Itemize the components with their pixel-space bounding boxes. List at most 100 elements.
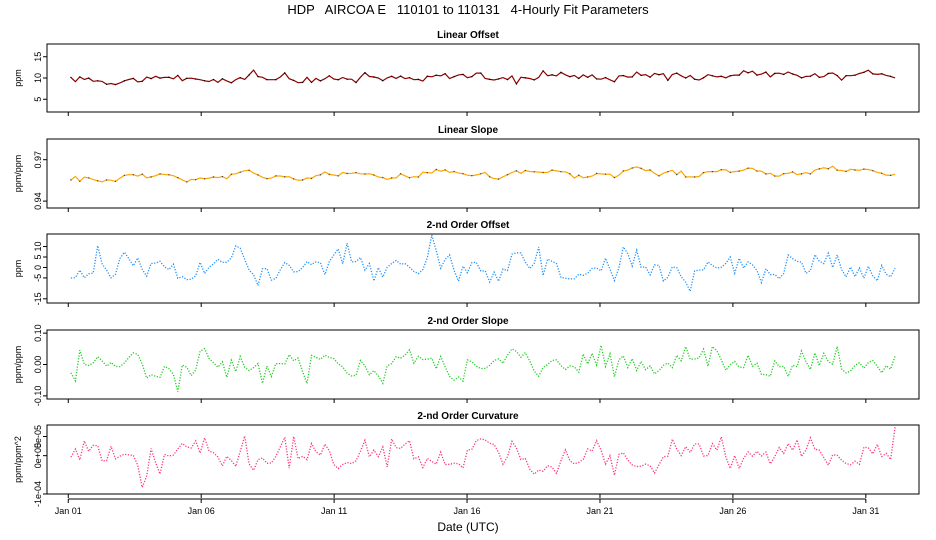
data-point [560, 71, 562, 74]
data-point [221, 78, 224, 80]
data-point [444, 169, 446, 171]
data-point [845, 75, 847, 77]
data-point [818, 76, 821, 79]
data-point [827, 72, 829, 75]
panel-3: 2-nd Order Offset -15 -5 0 5 10 ppm [13, 220, 920, 307]
y-axis-label: ppm/ppm^2 [13, 436, 23, 483]
data-point [408, 177, 411, 179]
data-point [881, 73, 883, 75]
data-point [791, 73, 794, 75]
data-point [88, 77, 90, 79]
data-point [248, 169, 250, 171]
data-point [203, 80, 206, 82]
panel-title: 2-nd Order Slope [427, 316, 509, 327]
panel-title: 2-nd Order Offset [427, 220, 510, 231]
data-point [711, 75, 714, 77]
data-point [889, 174, 892, 177]
data-point [569, 76, 571, 78]
data-point [346, 172, 348, 175]
data-point [221, 175, 224, 178]
data-point [70, 76, 72, 79]
data-point [310, 81, 313, 84]
data-point [177, 176, 179, 179]
data-point [453, 170, 455, 173]
data-point [426, 171, 429, 174]
data-point [533, 79, 535, 81]
data-point [471, 75, 473, 78]
data-point [738, 170, 740, 172]
data-point [774, 175, 776, 177]
data-point [123, 80, 126, 82]
y-tick-label: 0.94 [33, 192, 43, 210]
data-point [586, 176, 589, 178]
data-point [551, 74, 553, 76]
data-point [382, 176, 384, 179]
data-point [194, 178, 197, 181]
data-point [747, 72, 749, 74]
data-point [275, 79, 277, 81]
data-point [640, 167, 642, 170]
y-tick-label: -1e-04 [33, 481, 43, 507]
data-point [194, 78, 197, 80]
y-axis-label: ppm [13, 260, 23, 278]
data-point [863, 168, 865, 170]
data-point [141, 173, 143, 175]
data-point [480, 173, 482, 175]
data-point [266, 177, 268, 180]
data-point [649, 76, 651, 78]
data-point [114, 180, 117, 183]
y-tick-label: 0 [33, 265, 43, 270]
data-point [578, 174, 580, 176]
data-point [658, 175, 660, 177]
data-point [711, 170, 714, 173]
data-point [355, 171, 357, 174]
data-point [141, 80, 143, 83]
data-point [390, 177, 393, 179]
data-point [364, 72, 366, 74]
data-point [390, 75, 393, 78]
y-axis-label: ppm [13, 69, 23, 87]
data-point [301, 81, 304, 84]
x-tick-label: Jan 01 [55, 506, 82, 516]
data-point [488, 176, 491, 178]
plot-frame [46, 138, 920, 209]
data-point [417, 176, 420, 178]
data-point [230, 173, 233, 176]
data-point [480, 72, 482, 74]
data-point [453, 75, 455, 78]
data-point [337, 79, 339, 81]
data-point [471, 174, 473, 177]
data-point [284, 72, 286, 74]
x-tick-label: Jan 21 [586, 506, 613, 516]
data-point [765, 173, 767, 175]
data-point [702, 171, 705, 174]
data-point [506, 78, 509, 81]
figure-title: HDP AIRCOA E 110101 to 110131 4-Hourly F… [287, 2, 649, 17]
x-tick-label: Jan 16 [454, 506, 481, 516]
data-point [524, 77, 527, 79]
data-point [595, 172, 598, 175]
data-point [239, 77, 241, 79]
data-point [774, 72, 776, 75]
data-point [889, 75, 892, 78]
data-point [515, 170, 518, 172]
x-tick-label: Jan 06 [188, 506, 215, 516]
data-point [542, 70, 544, 72]
data-point [399, 173, 402, 175]
data-point [667, 79, 669, 82]
data-point [408, 77, 411, 79]
data-point [738, 74, 740, 76]
data-point [168, 174, 170, 176]
data-point [604, 173, 607, 175]
y-tick-label: -0.10 [33, 386, 43, 407]
series-line [70, 234, 896, 294]
x-tick-label: Jan 11 [321, 506, 347, 516]
data-point [105, 179, 108, 181]
data-point [667, 170, 669, 173]
data-point [435, 168, 437, 171]
x-axis: Jan 01 Jan 06 Jan 11 Jan 16 Jan 21 Jan 26 Jan … [55, 498, 879, 516]
data-point [96, 80, 99, 82]
data-point [417, 78, 420, 81]
